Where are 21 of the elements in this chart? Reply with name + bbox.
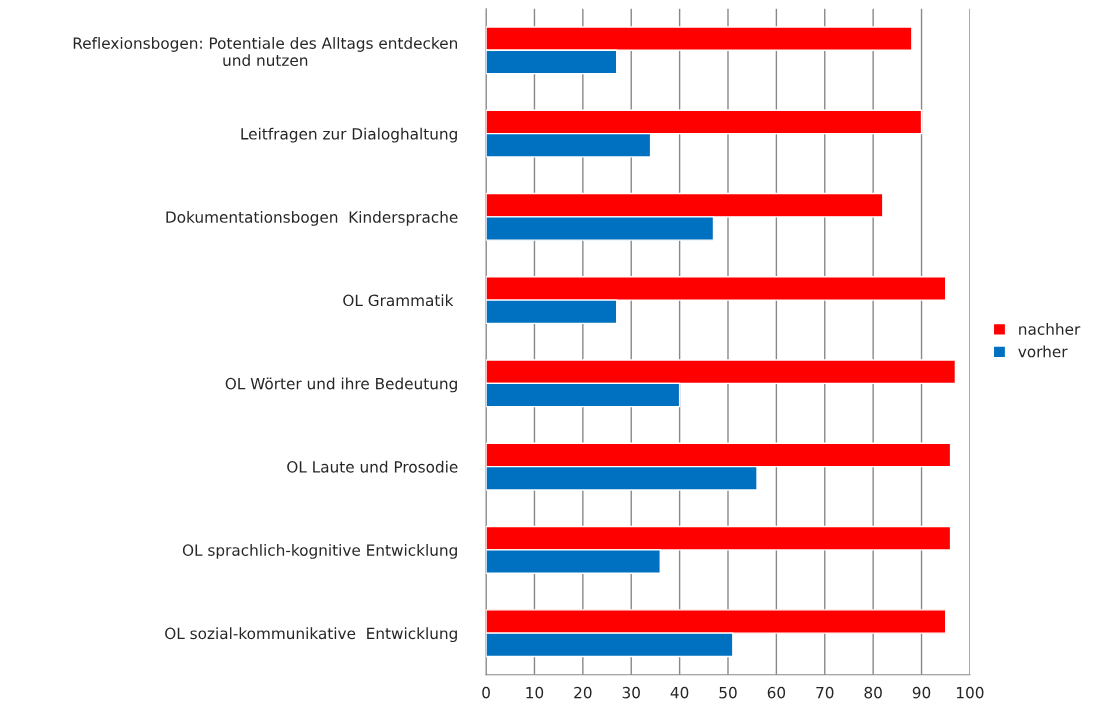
y-tick-label: OL Grammatik xyxy=(343,294,454,307)
x-tick-label: 0 xyxy=(482,686,490,699)
x-tick-label: 100 xyxy=(957,686,984,699)
x-tick-label: 70 xyxy=(816,686,834,699)
y-tick-label: OL sprachlich-kognitive Entwicklung xyxy=(182,544,457,559)
y-tick-label: Dokumentationsbogen Kindersprache xyxy=(166,211,458,226)
x-tick-label: 60 xyxy=(767,686,786,699)
x-tick-label: 50 xyxy=(719,686,737,699)
y-tick-label: Leitfragen zur Dialoghaltung xyxy=(241,127,457,143)
y-tick-label: OL Laute und Prosodie xyxy=(287,460,458,473)
y-tick-label: Reflexionsbogen: Potentiale des Alltags entdecken und nutzen xyxy=(73,37,457,67)
legend-label: nachher xyxy=(1019,323,1081,335)
x-tick-label: 90 xyxy=(912,686,931,699)
y-tick-label: OL sozial-kommunikative Entwicklung xyxy=(165,627,457,643)
x-tick-label: 40 xyxy=(670,686,689,699)
x-tick-label: 10 xyxy=(526,686,544,699)
x-tick-label: 20 xyxy=(574,686,592,699)
legend-label: vorher xyxy=(1018,345,1068,358)
x-tick-label: 30 xyxy=(622,686,640,699)
x-tick-label: 80 xyxy=(864,686,882,699)
y-tick-label: OL Wörter und ihre Bedeutung xyxy=(225,377,457,393)
